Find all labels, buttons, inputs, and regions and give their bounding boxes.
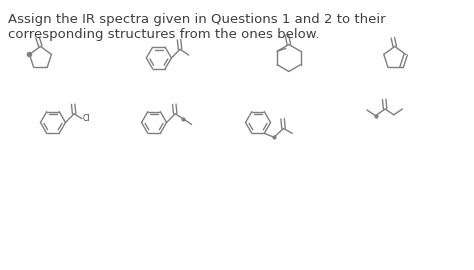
Text: corresponding structures from the ones below.: corresponding structures from the ones b… [8, 28, 319, 41]
Text: Cl: Cl [83, 114, 91, 123]
Text: Assign the IR spectra given in Questions 1 and 2 to their: Assign the IR spectra given in Questions… [8, 13, 385, 26]
